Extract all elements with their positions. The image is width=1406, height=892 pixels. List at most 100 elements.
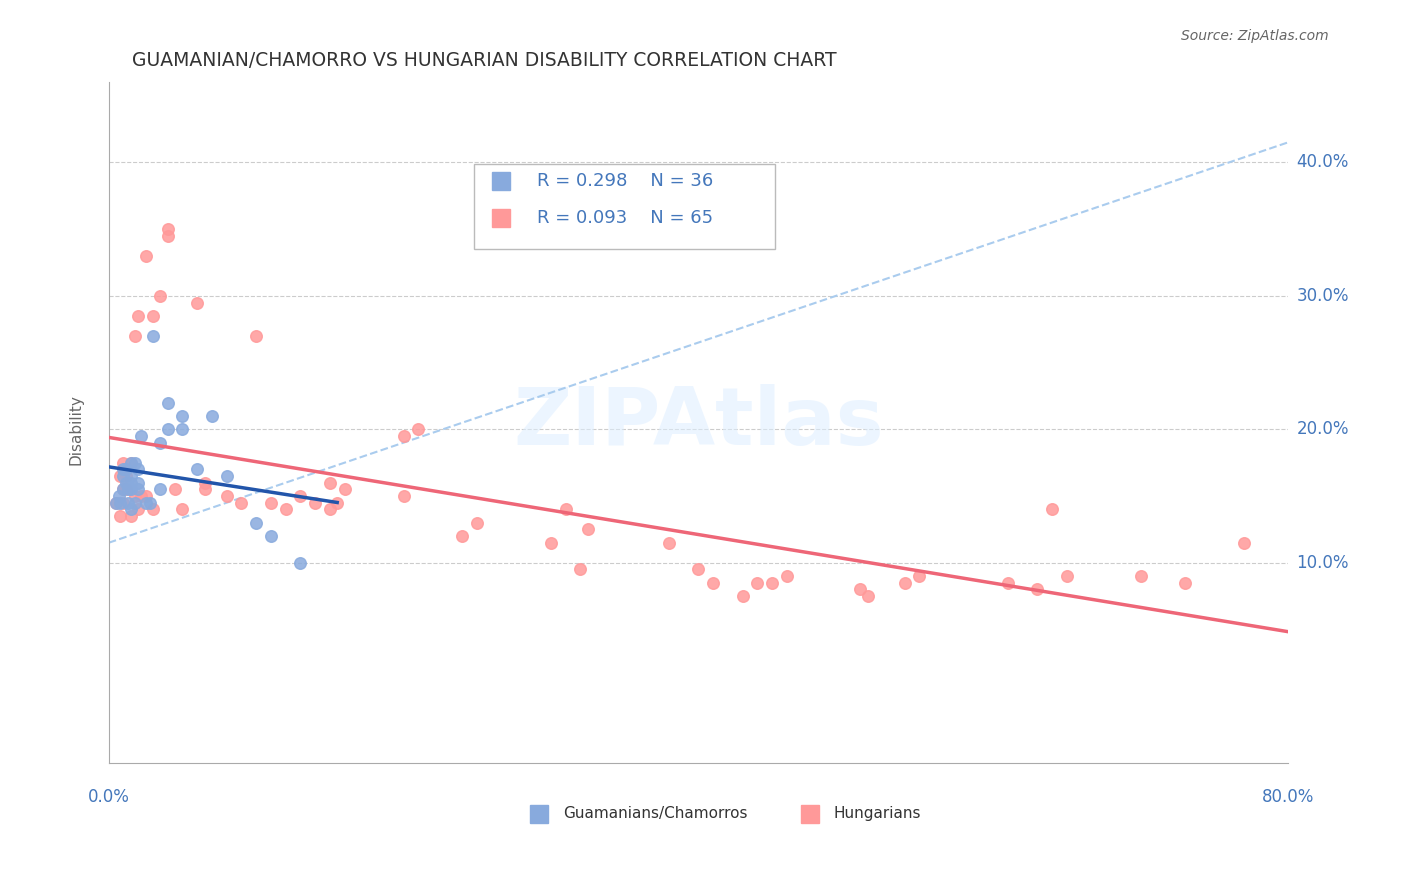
Point: [215, 469, 238, 483]
Point: [731, 589, 754, 603]
Point: [120, 475, 142, 490]
Point: [260, 529, 283, 543]
Text: Disability: Disability: [69, 394, 84, 465]
Point: [201, 409, 224, 423]
Point: [274, 502, 297, 516]
Point: [186, 462, 208, 476]
Point: [172, 502, 194, 516]
Point: [135, 496, 157, 510]
Text: 0.0%: 0.0%: [87, 788, 129, 806]
Point: [747, 575, 769, 590]
Point: [576, 523, 599, 537]
Point: [156, 422, 179, 436]
Point: [193, 475, 215, 490]
Point: [156, 222, 179, 236]
Point: [127, 475, 149, 490]
Point: [319, 502, 342, 516]
Point: [997, 575, 1019, 590]
Point: [135, 249, 157, 263]
Point: [112, 483, 135, 497]
Point: [172, 409, 194, 423]
Point: [1026, 582, 1049, 597]
Point: [117, 483, 139, 497]
Point: [149, 289, 172, 303]
Point: [451, 529, 474, 543]
Point: [112, 469, 135, 483]
Point: [1233, 535, 1256, 549]
Point: [1040, 502, 1063, 516]
Text: 40.0%: 40.0%: [1296, 153, 1348, 171]
Point: [110, 469, 132, 483]
Text: R = 0.298    N = 36: R = 0.298 N = 36: [537, 172, 713, 190]
Point: [127, 309, 149, 323]
Text: Hungarians: Hungarians: [834, 806, 921, 822]
Point: [112, 496, 135, 510]
Point: [120, 502, 142, 516]
Point: [120, 483, 142, 497]
Point: [120, 456, 142, 470]
Point: [127, 462, 149, 476]
Point: [127, 502, 149, 516]
Point: [117, 496, 139, 510]
Point: [761, 575, 783, 590]
Point: [245, 516, 267, 530]
Point: [1174, 575, 1197, 590]
Point: [319, 475, 342, 490]
Point: [108, 489, 131, 503]
Point: [702, 575, 724, 590]
Text: 30.0%: 30.0%: [1296, 287, 1348, 305]
Text: 80.0%: 80.0%: [1261, 788, 1315, 806]
Text: Guamanians/Chamorros: Guamanians/Chamorros: [562, 806, 747, 822]
Point: [120, 509, 142, 524]
Text: 10.0%: 10.0%: [1296, 554, 1348, 572]
Text: Source: ZipAtlas.com: Source: ZipAtlas.com: [1181, 29, 1329, 43]
Point: [120, 469, 142, 483]
Point: [112, 462, 135, 476]
Point: [849, 582, 872, 597]
Point: [465, 516, 488, 530]
Point: [156, 228, 179, 243]
Point: [149, 483, 172, 497]
Text: ZIPAtlas: ZIPAtlas: [513, 384, 884, 462]
Point: [172, 422, 194, 436]
Point: [245, 329, 267, 343]
Point: [124, 496, 146, 510]
Point: [1056, 569, 1078, 583]
Point: [129, 429, 152, 443]
Point: [105, 496, 128, 510]
Point: [127, 483, 149, 497]
Point: [156, 395, 179, 409]
Point: [658, 535, 681, 549]
Point: [115, 462, 138, 476]
Point: [688, 562, 710, 576]
Point: [1129, 569, 1152, 583]
Point: [333, 483, 356, 497]
Text: 20.0%: 20.0%: [1296, 420, 1348, 438]
Text: R = 0.093    N = 65: R = 0.093 N = 65: [537, 210, 713, 227]
Point: [304, 496, 326, 510]
Point: [186, 295, 208, 310]
Point: [110, 509, 132, 524]
Point: [115, 475, 138, 490]
Text: GUAMANIAN/CHAMORRO VS HUNGARIAN DISABILITY CORRELATION CHART: GUAMANIAN/CHAMORRO VS HUNGARIAN DISABILI…: [132, 51, 837, 70]
Point: [115, 469, 138, 483]
Point: [569, 562, 592, 576]
Point: [908, 569, 931, 583]
Point: [215, 489, 238, 503]
Point: [290, 556, 312, 570]
Point: [290, 489, 312, 503]
Point: [105, 496, 128, 510]
Point: [149, 435, 172, 450]
Point: [326, 496, 349, 510]
Point: [193, 483, 215, 497]
Point: [163, 483, 186, 497]
Point: [124, 489, 146, 503]
Point: [135, 489, 157, 503]
Point: [893, 575, 915, 590]
Point: [392, 489, 415, 503]
Point: [110, 496, 132, 510]
Point: [124, 456, 146, 470]
Point: [142, 309, 165, 323]
Point: [120, 456, 142, 470]
Point: [554, 502, 576, 516]
